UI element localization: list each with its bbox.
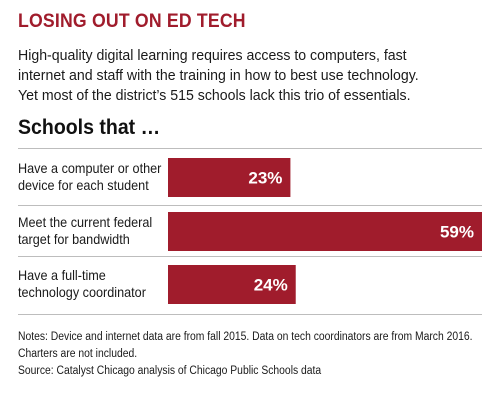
category-label-coordinator: Have a full-time technology coordinator [18,267,168,301]
category-label-bandwidth: Meet the current federal target for band… [18,214,168,248]
category-label-line: Have a computer or other [18,161,162,176]
intro-paragraph: High-quality digital learning requires a… [18,46,488,106]
bar-value-label: 23% [248,169,282,188]
category-label-line: Have a full-time [18,268,106,283]
bar-value-label: 59% [440,223,474,242]
intro-line: Yet most of the district’s 515 schools l… [18,87,411,104]
bar [168,265,296,304]
divider [18,205,482,206]
chart-title: Schools that … [18,116,161,139]
bar-value-label: 24% [254,276,288,295]
infographic-title: LOSING OUT ON ED TECH [18,11,246,32]
category-label-line: device for each student [18,178,149,193]
category-label-devices: Have a computer or other device for each… [18,160,168,194]
source-line: Source: Catalyst Chicago analysis of Chi… [18,365,322,377]
divider [18,148,482,149]
notes-line: Charters are not included. [18,348,138,360]
category-label-line: technology coordinator [18,285,146,300]
notes-line: Notes: Device and internet data are from… [18,331,473,343]
intro-line: internet and staff with the training in … [18,67,419,84]
category-label-line: Meet the current federal [18,215,153,230]
bar [168,158,291,197]
intro-line: High-quality digital learning requires a… [18,47,407,64]
bar [168,212,482,251]
divider [18,314,482,315]
divider [18,256,482,257]
category-label-line: target for bandwidth [18,232,130,247]
notes-block: Notes: Device and internet data are from… [18,329,488,380]
